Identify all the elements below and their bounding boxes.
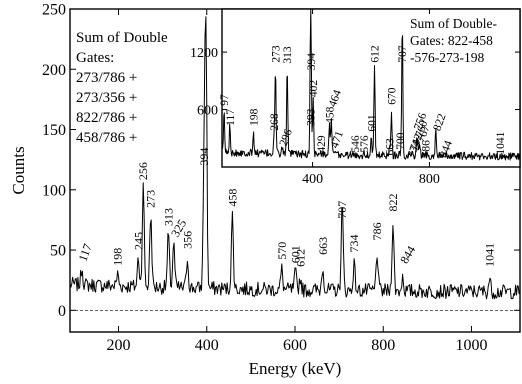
inset-peak-label: 296 bbox=[278, 127, 295, 148]
peak-label: 570 bbox=[275, 242, 289, 260]
peak-label: 601 bbox=[288, 245, 302, 263]
inset-peak-label: 760 bbox=[413, 119, 430, 140]
legend-line: 458/786 + bbox=[76, 130, 137, 146]
legend-line: Gates: bbox=[76, 50, 114, 66]
x-tick-label: 800 bbox=[371, 337, 395, 354]
peak-label: 734 bbox=[347, 234, 361, 252]
legend-line: Sum of Double bbox=[76, 30, 168, 46]
x-tick-label: 600 bbox=[283, 337, 307, 354]
peak-label: 256 bbox=[136, 162, 150, 180]
x-tick-label: 1000 bbox=[455, 337, 487, 354]
inset-peak-label: 394 bbox=[306, 53, 318, 71]
inset-peak-label: 464 bbox=[327, 88, 344, 109]
main-plot: 200 400 600 800 1000 0 50 100 150 200 250 117 198 245… bbox=[9, 2, 521, 378]
inset-peak-label: 576 bbox=[359, 135, 371, 153]
peak-label: 117 bbox=[76, 242, 95, 263]
inset-peak-label: 756 bbox=[412, 111, 429, 132]
y-tick-label: 250 bbox=[42, 2, 66, 19]
inset-peak-label: 786 bbox=[420, 140, 432, 158]
inset-peak-label: 601 bbox=[366, 114, 378, 132]
inset-peak-label: 393 bbox=[306, 108, 318, 126]
peak-label: 663 bbox=[316, 237, 330, 255]
peak-label: 822 bbox=[386, 193, 400, 211]
peak-label: 1041 bbox=[483, 243, 497, 267]
inset-legend-line: Sum of Double- bbox=[410, 16, 497, 31]
inset-peak-label: 742 bbox=[408, 132, 425, 153]
inset-x-tick-label: 800 bbox=[419, 172, 440, 187]
peak-label: 458 bbox=[225, 189, 239, 207]
inset-peak-label: 670 bbox=[386, 87, 398, 105]
inset-peak-label: 402 bbox=[308, 80, 320, 98]
inset-peak-label: 546 bbox=[350, 135, 362, 153]
inset-peak-label: 844 bbox=[438, 139, 455, 160]
inset-peak-label: 198 bbox=[249, 108, 261, 126]
legend-line: 822/786 + bbox=[76, 110, 137, 126]
inset-legend-line: Gates: 822-458 bbox=[410, 33, 493, 48]
inset-peak-label: 313 bbox=[282, 46, 294, 64]
inset-peak-label: 273 bbox=[270, 45, 282, 63]
inset-peak-label: 612 bbox=[370, 45, 382, 63]
inset-peak-label: 663 bbox=[384, 138, 396, 156]
inset-peak-label: 822 bbox=[431, 112, 448, 133]
inset-peak-label: 97 bbox=[219, 94, 231, 106]
inset-peak-label: 458 bbox=[325, 106, 337, 124]
x-tick-label: 200 bbox=[107, 337, 131, 354]
inset-y-tick-label: 1200 bbox=[190, 46, 218, 61]
inset-peak-label: 471 bbox=[329, 129, 346, 150]
inset-plot: 400 800 600 1200 97 117 198 268 273 296 313 393 394 4… bbox=[190, 8, 521, 187]
x-tick-label: 400 bbox=[195, 337, 219, 354]
legend-line: 273/786 + bbox=[76, 70, 137, 86]
x-axis-label: Energy (keV) bbox=[249, 359, 342, 378]
peak-label: 356 bbox=[180, 231, 194, 249]
inset-peak-label: 734 bbox=[406, 139, 423, 160]
peak-label: 612 bbox=[293, 249, 307, 267]
y-tick-label: 0 bbox=[58, 303, 66, 320]
inset-peak-label: 429 bbox=[316, 135, 328, 153]
peak-label: 394 bbox=[197, 148, 211, 166]
y-tick-label: 200 bbox=[42, 62, 66, 79]
y-tick-label: 50 bbox=[50, 243, 66, 260]
inset-plot-frame bbox=[221, 8, 521, 168]
peak-label: 273 bbox=[144, 190, 158, 208]
legend-line: 273/356 + bbox=[76, 90, 137, 106]
inset-peak-label: 767 bbox=[415, 124, 432, 145]
peak-label: 313 bbox=[161, 208, 175, 226]
y-tick-label: 150 bbox=[42, 122, 66, 139]
peak-label: 707 bbox=[335, 201, 349, 219]
spectrum-trace bbox=[69, 16, 521, 300]
inset-legend-line: -576-273-198 bbox=[410, 50, 484, 65]
peak-label: 198 bbox=[111, 248, 125, 266]
inset-peak-label: 117 bbox=[225, 109, 237, 126]
inset-y-tick-label: 600 bbox=[197, 103, 218, 118]
inset-spectrum-trace bbox=[221, 8, 521, 161]
inset-peak-label: 1041 bbox=[495, 131, 507, 154]
inset-peak-label: 268 bbox=[269, 113, 281, 131]
y-tick-label: 100 bbox=[42, 182, 66, 199]
y-axis-label: Counts bbox=[9, 146, 28, 194]
inset-peak-label: 707 bbox=[397, 45, 409, 63]
inset-x-tick-label: 400 bbox=[302, 172, 323, 187]
peak-label: 786 bbox=[370, 222, 384, 240]
inset-peak-label: 700 bbox=[395, 132, 407, 150]
peak-label: 245 bbox=[131, 232, 145, 250]
